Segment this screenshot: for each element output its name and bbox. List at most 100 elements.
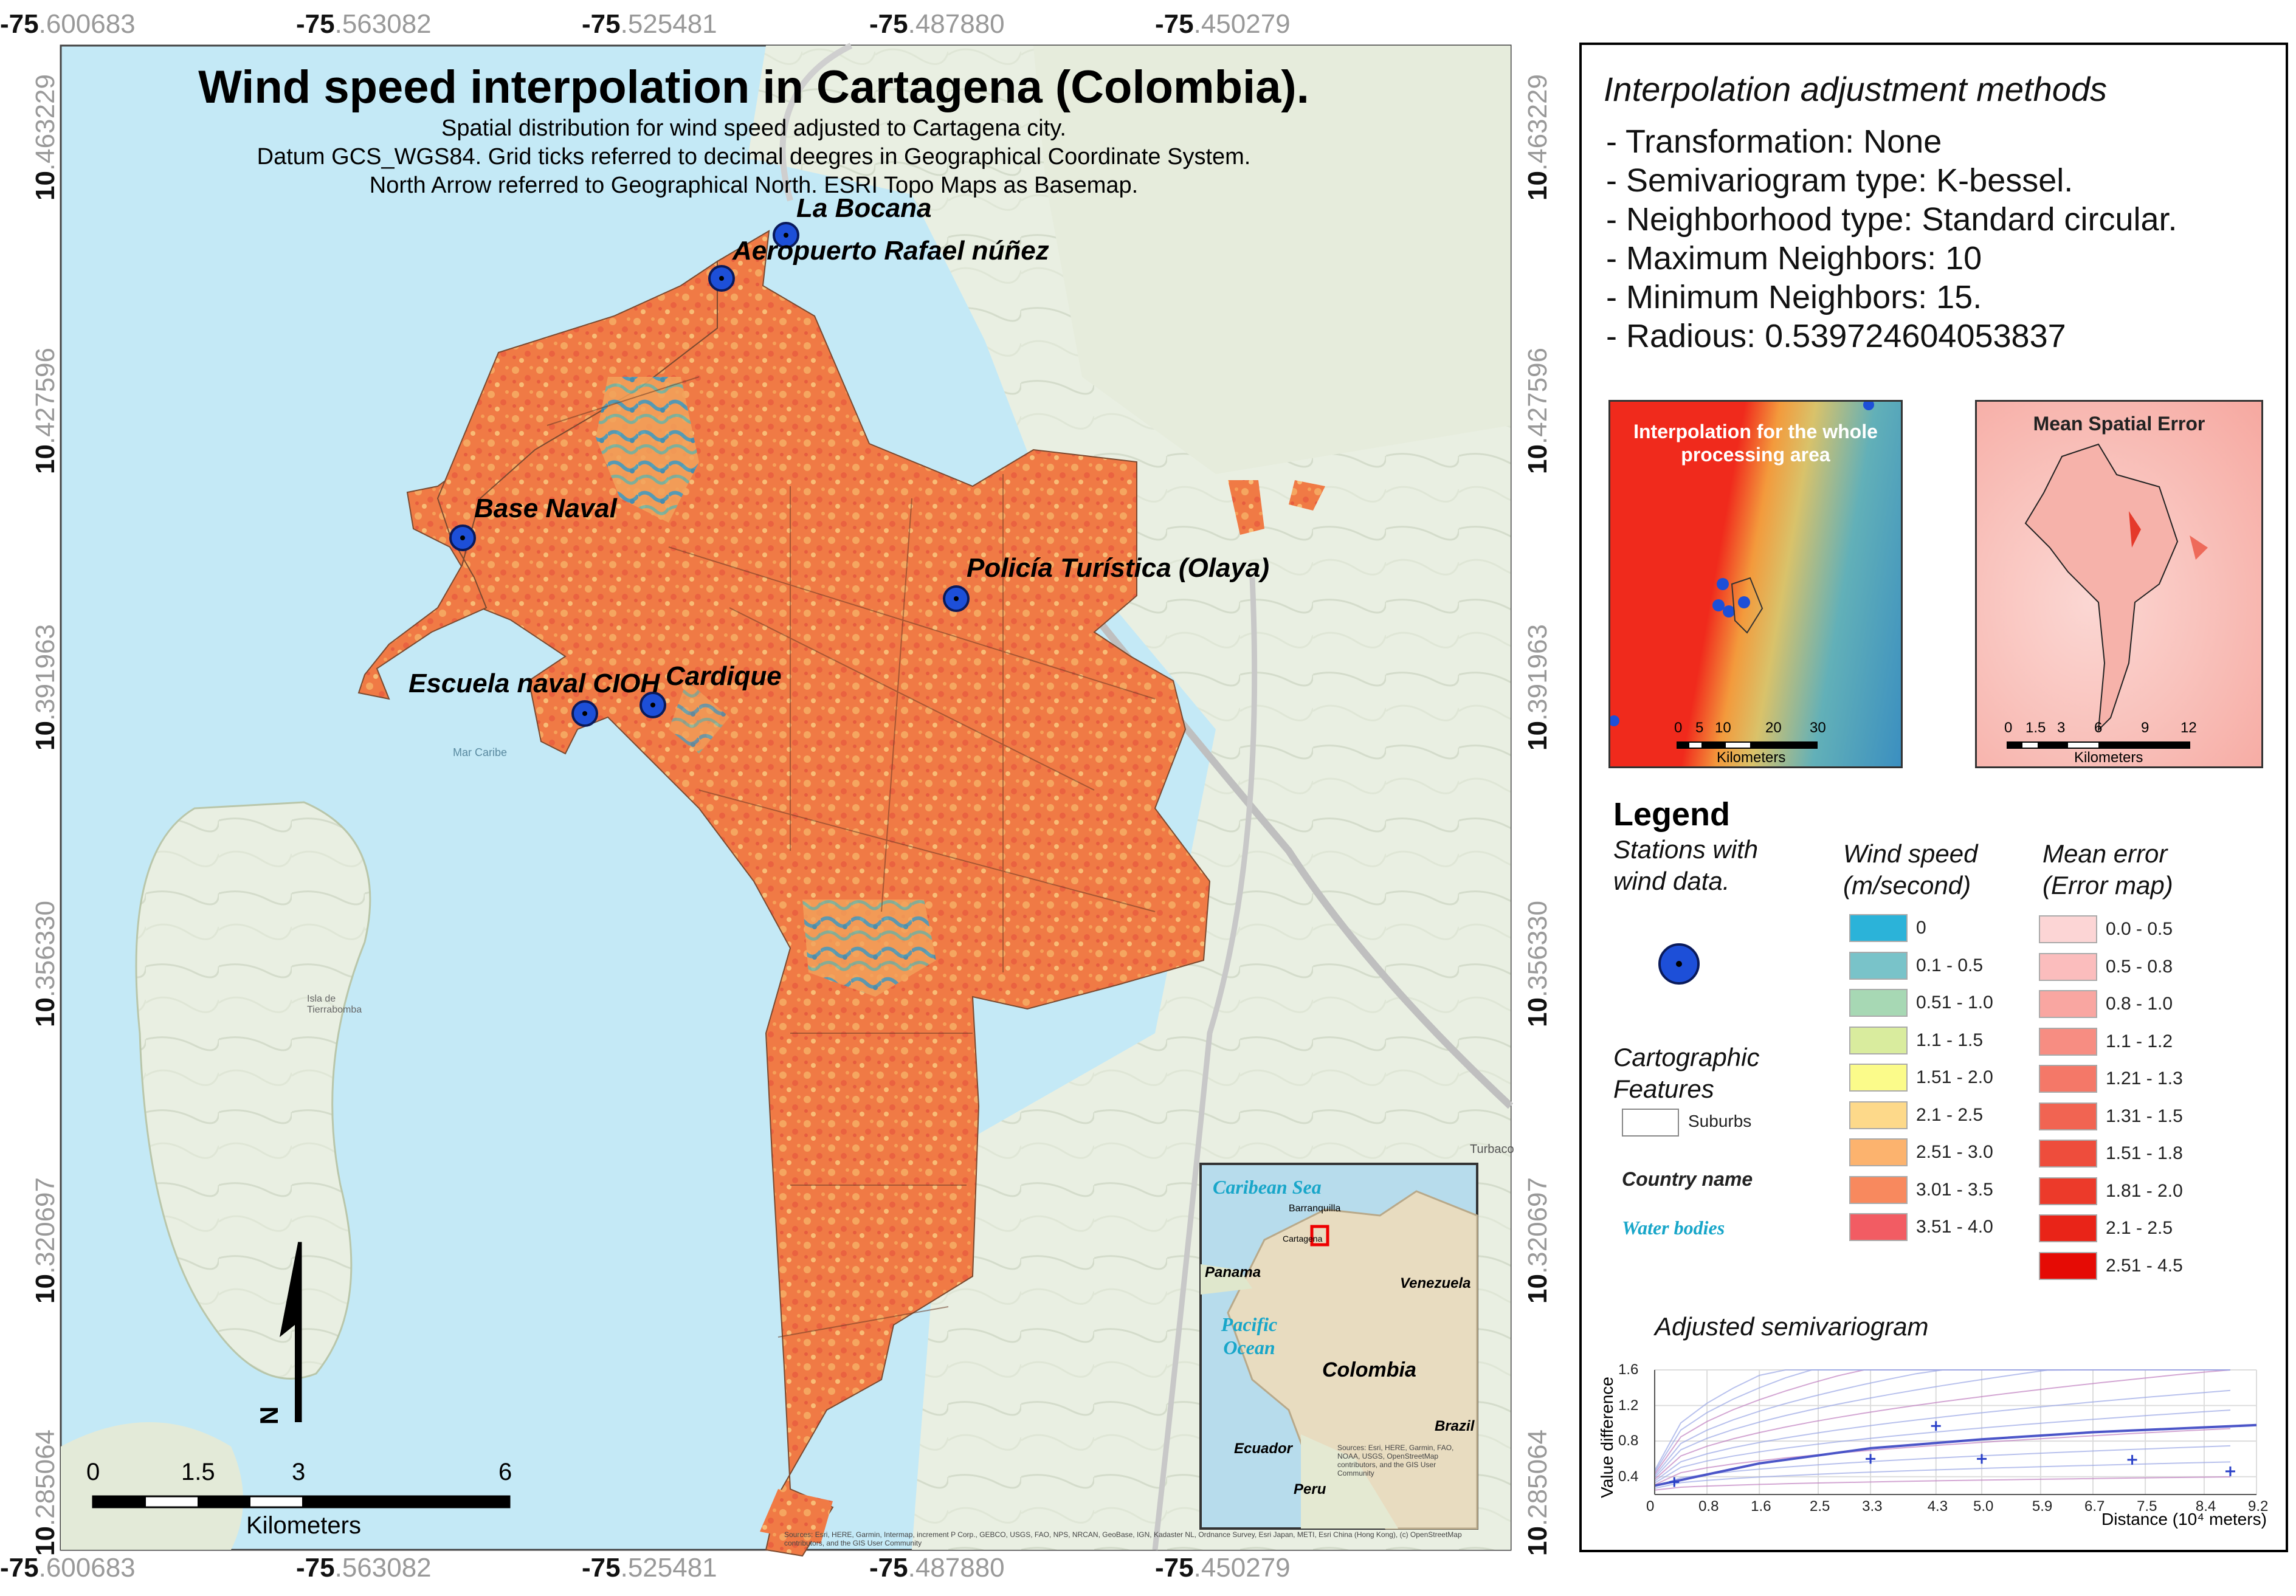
method-max-neighbors: - Maximum Neighbors: 10 bbox=[1606, 240, 1982, 277]
interpolation-fragment-1 bbox=[1228, 480, 1264, 535]
thumb2-title: Mean Spatial Error bbox=[2033, 413, 2205, 435]
sv-xtick: 5.9 bbox=[2032, 1498, 2053, 1515]
lat-tick-left-3: 10.356330 bbox=[30, 901, 61, 1027]
lat-tick-left-2: 10.391963 bbox=[30, 624, 61, 751]
station-label-base-naval: Base Naval bbox=[474, 494, 617, 523]
station-marker[interactable] bbox=[708, 265, 735, 292]
station-symbol-icon bbox=[1658, 943, 1700, 985]
sv-lag-line bbox=[1654, 1409, 2231, 1484]
sv-xtick: 0 bbox=[1646, 1498, 1655, 1515]
lon-tick-top-3: -75.487880 bbox=[869, 9, 1005, 40]
basemap-label-sea: Mar Caribe bbox=[453, 746, 508, 758]
method-transformation: - Transformation: None bbox=[1606, 123, 1942, 160]
error-legend-swatch bbox=[2039, 952, 2097, 981]
tick-degree: 10 bbox=[1523, 171, 1553, 201]
station-marker[interactable] bbox=[773, 222, 799, 249]
station-marker[interactable] bbox=[449, 525, 476, 551]
tick-degree: 10 bbox=[1523, 444, 1553, 474]
lat-tick-left-5: 10.285064 bbox=[30, 1429, 61, 1556]
tick-decimal: .450279 bbox=[1193, 9, 1291, 39]
lat-tick-right-5: 10.285064 bbox=[1523, 1429, 1553, 1556]
thumb2-scale-1: 1.5 bbox=[2025, 720, 2046, 736]
error-legend-swatch bbox=[2039, 990, 2097, 1018]
error-legend-swatch bbox=[2039, 1102, 2097, 1130]
error-legend-label: 2.51 - 4.5 bbox=[2106, 1255, 2183, 1276]
error-legend-label: 0.8 - 1.0 bbox=[2106, 994, 2173, 1014]
scale-tick-0: 0 bbox=[86, 1459, 100, 1485]
suburbs-swatch bbox=[1622, 1109, 1679, 1137]
wind-legend-label: 3.01 - 3.5 bbox=[1916, 1179, 1993, 1200]
error-legend-label: 0.5 - 0.8 bbox=[2106, 956, 2173, 977]
tierrabomba-island bbox=[135, 801, 371, 1380]
station-marker[interactable] bbox=[571, 700, 598, 727]
station-marker[interactable] bbox=[943, 585, 970, 612]
error-legend-swatch bbox=[2039, 1214, 2097, 1242]
station-label-la-bocana: La Bocana bbox=[796, 193, 932, 223]
sv-point bbox=[1931, 1421, 1941, 1431]
thumb1-scale-4: 30 bbox=[1810, 720, 1826, 736]
map-subtitle-2: Datum GCS_WGS84. Grid ticks referred to … bbox=[257, 144, 1251, 170]
wind-legend-label: 2.51 - 3.0 bbox=[1916, 1142, 1993, 1162]
inset-country-colombia: Colombia bbox=[1322, 1358, 1416, 1381]
sv-xtick: 1.6 bbox=[1751, 1498, 1771, 1515]
legend-carto-head: Cartographic Features bbox=[1613, 1043, 1760, 1103]
sv-lag-line bbox=[1654, 1389, 2231, 1482]
tick-degree: -75 bbox=[296, 1553, 335, 1583]
inset-country-peru: Peru bbox=[1294, 1481, 1326, 1498]
tick-decimal: .600683 bbox=[38, 1553, 136, 1583]
tick-degree: 10 bbox=[1523, 1526, 1553, 1556]
tick-decimal: .487880 bbox=[908, 9, 1005, 39]
thumb1-scale-3: 20 bbox=[1765, 720, 1782, 736]
wind-legend-swatch bbox=[1849, 914, 1908, 942]
wind-legend-label: 0.1 - 0.5 bbox=[1916, 955, 1984, 975]
tick-degree: -75 bbox=[869, 9, 908, 39]
lon-tick-bottom-4: -75.450279 bbox=[1155, 1553, 1291, 1583]
method-neighborhood: - Neighborhood type: Standard circular. bbox=[1606, 201, 2177, 238]
sv-xtick: 0.8 bbox=[1698, 1498, 1719, 1515]
sv-lag-line bbox=[1654, 1461, 2231, 1489]
methods-title: Interpolation adjustment methods bbox=[1604, 70, 2108, 108]
tick-decimal: .320697 bbox=[1523, 1177, 1553, 1274]
tick-decimal: .427596 bbox=[30, 347, 60, 445]
thumb2-scale-unit: Kilometers bbox=[2074, 749, 2143, 766]
error-legend-label: 1.81 - 2.0 bbox=[2106, 1180, 2183, 1201]
wind-legend-label: 0.51 - 1.0 bbox=[1916, 992, 1993, 1013]
road-north bbox=[779, 43, 853, 202]
legend-stations-head: Stations with wind data. bbox=[1613, 835, 1759, 895]
map-scale-bar bbox=[92, 1495, 511, 1508]
station-label-escuela-naval: Escuela naval CIOH bbox=[409, 669, 660, 698]
thumb-whole-area[interactable]: Interpolation for the whole processing a… bbox=[1608, 400, 1903, 768]
tick-degree: -75 bbox=[0, 1553, 39, 1583]
basemap-label-island: Isla de Tierrabomba bbox=[307, 994, 362, 1015]
sv-xtick: 5.0 bbox=[1973, 1498, 1994, 1515]
thumb-mean-error[interactable]: Mean Spatial Error 0 1.5 3 6 9 12 Kilome… bbox=[1975, 400, 2263, 768]
tick-decimal: .356330 bbox=[30, 900, 60, 998]
tick-degree: 10 bbox=[30, 444, 60, 474]
sv-lag-line bbox=[1654, 1428, 2231, 1485]
low-wind-zone-cardique bbox=[669, 681, 729, 754]
station-marker[interactable] bbox=[640, 692, 666, 718]
thumb1-scale-0: 0 bbox=[1674, 720, 1683, 736]
thumb2-scale-2: 3 bbox=[2057, 720, 2066, 736]
error-legend-label: 0.0 - 0.5 bbox=[2106, 919, 2173, 939]
station-label-policia: Policía Turística (Olaya) bbox=[967, 553, 1270, 583]
sv-lag-line bbox=[1654, 1369, 2230, 1478]
road-secondary bbox=[1152, 577, 1258, 1550]
thumb2-scale-3: 6 bbox=[2094, 720, 2103, 736]
wind-legend-swatch bbox=[1849, 1138, 1908, 1166]
sv-ytick: 0.8 bbox=[1618, 1433, 1639, 1450]
tick-decimal: .600683 bbox=[38, 9, 136, 39]
inset-city-barranquilla: Barranquilla bbox=[1289, 1203, 1341, 1214]
thumb1-scale-2: 10 bbox=[1715, 720, 1731, 736]
tick-decimal: .356330 bbox=[1523, 900, 1553, 998]
basemap-label-turbaco: Turbaco bbox=[1470, 1143, 1514, 1156]
method-semivariogram: - Semivariogram type: K-bessel. bbox=[1606, 162, 2074, 199]
method-min-neighbors: - Minimum Neighbors: 15. bbox=[1606, 279, 1982, 315]
interpolation-fragment-2 bbox=[1289, 480, 1325, 511]
wind-legend-label: 2.1 - 2.5 bbox=[1916, 1104, 1984, 1125]
error-legend-swatch bbox=[2039, 915, 2097, 943]
tick-decimal: .487880 bbox=[908, 1553, 1005, 1583]
basemap-land-south bbox=[61, 1422, 243, 1550]
map-title: Wind speed interpolation in Cartagena (C… bbox=[198, 61, 1309, 113]
